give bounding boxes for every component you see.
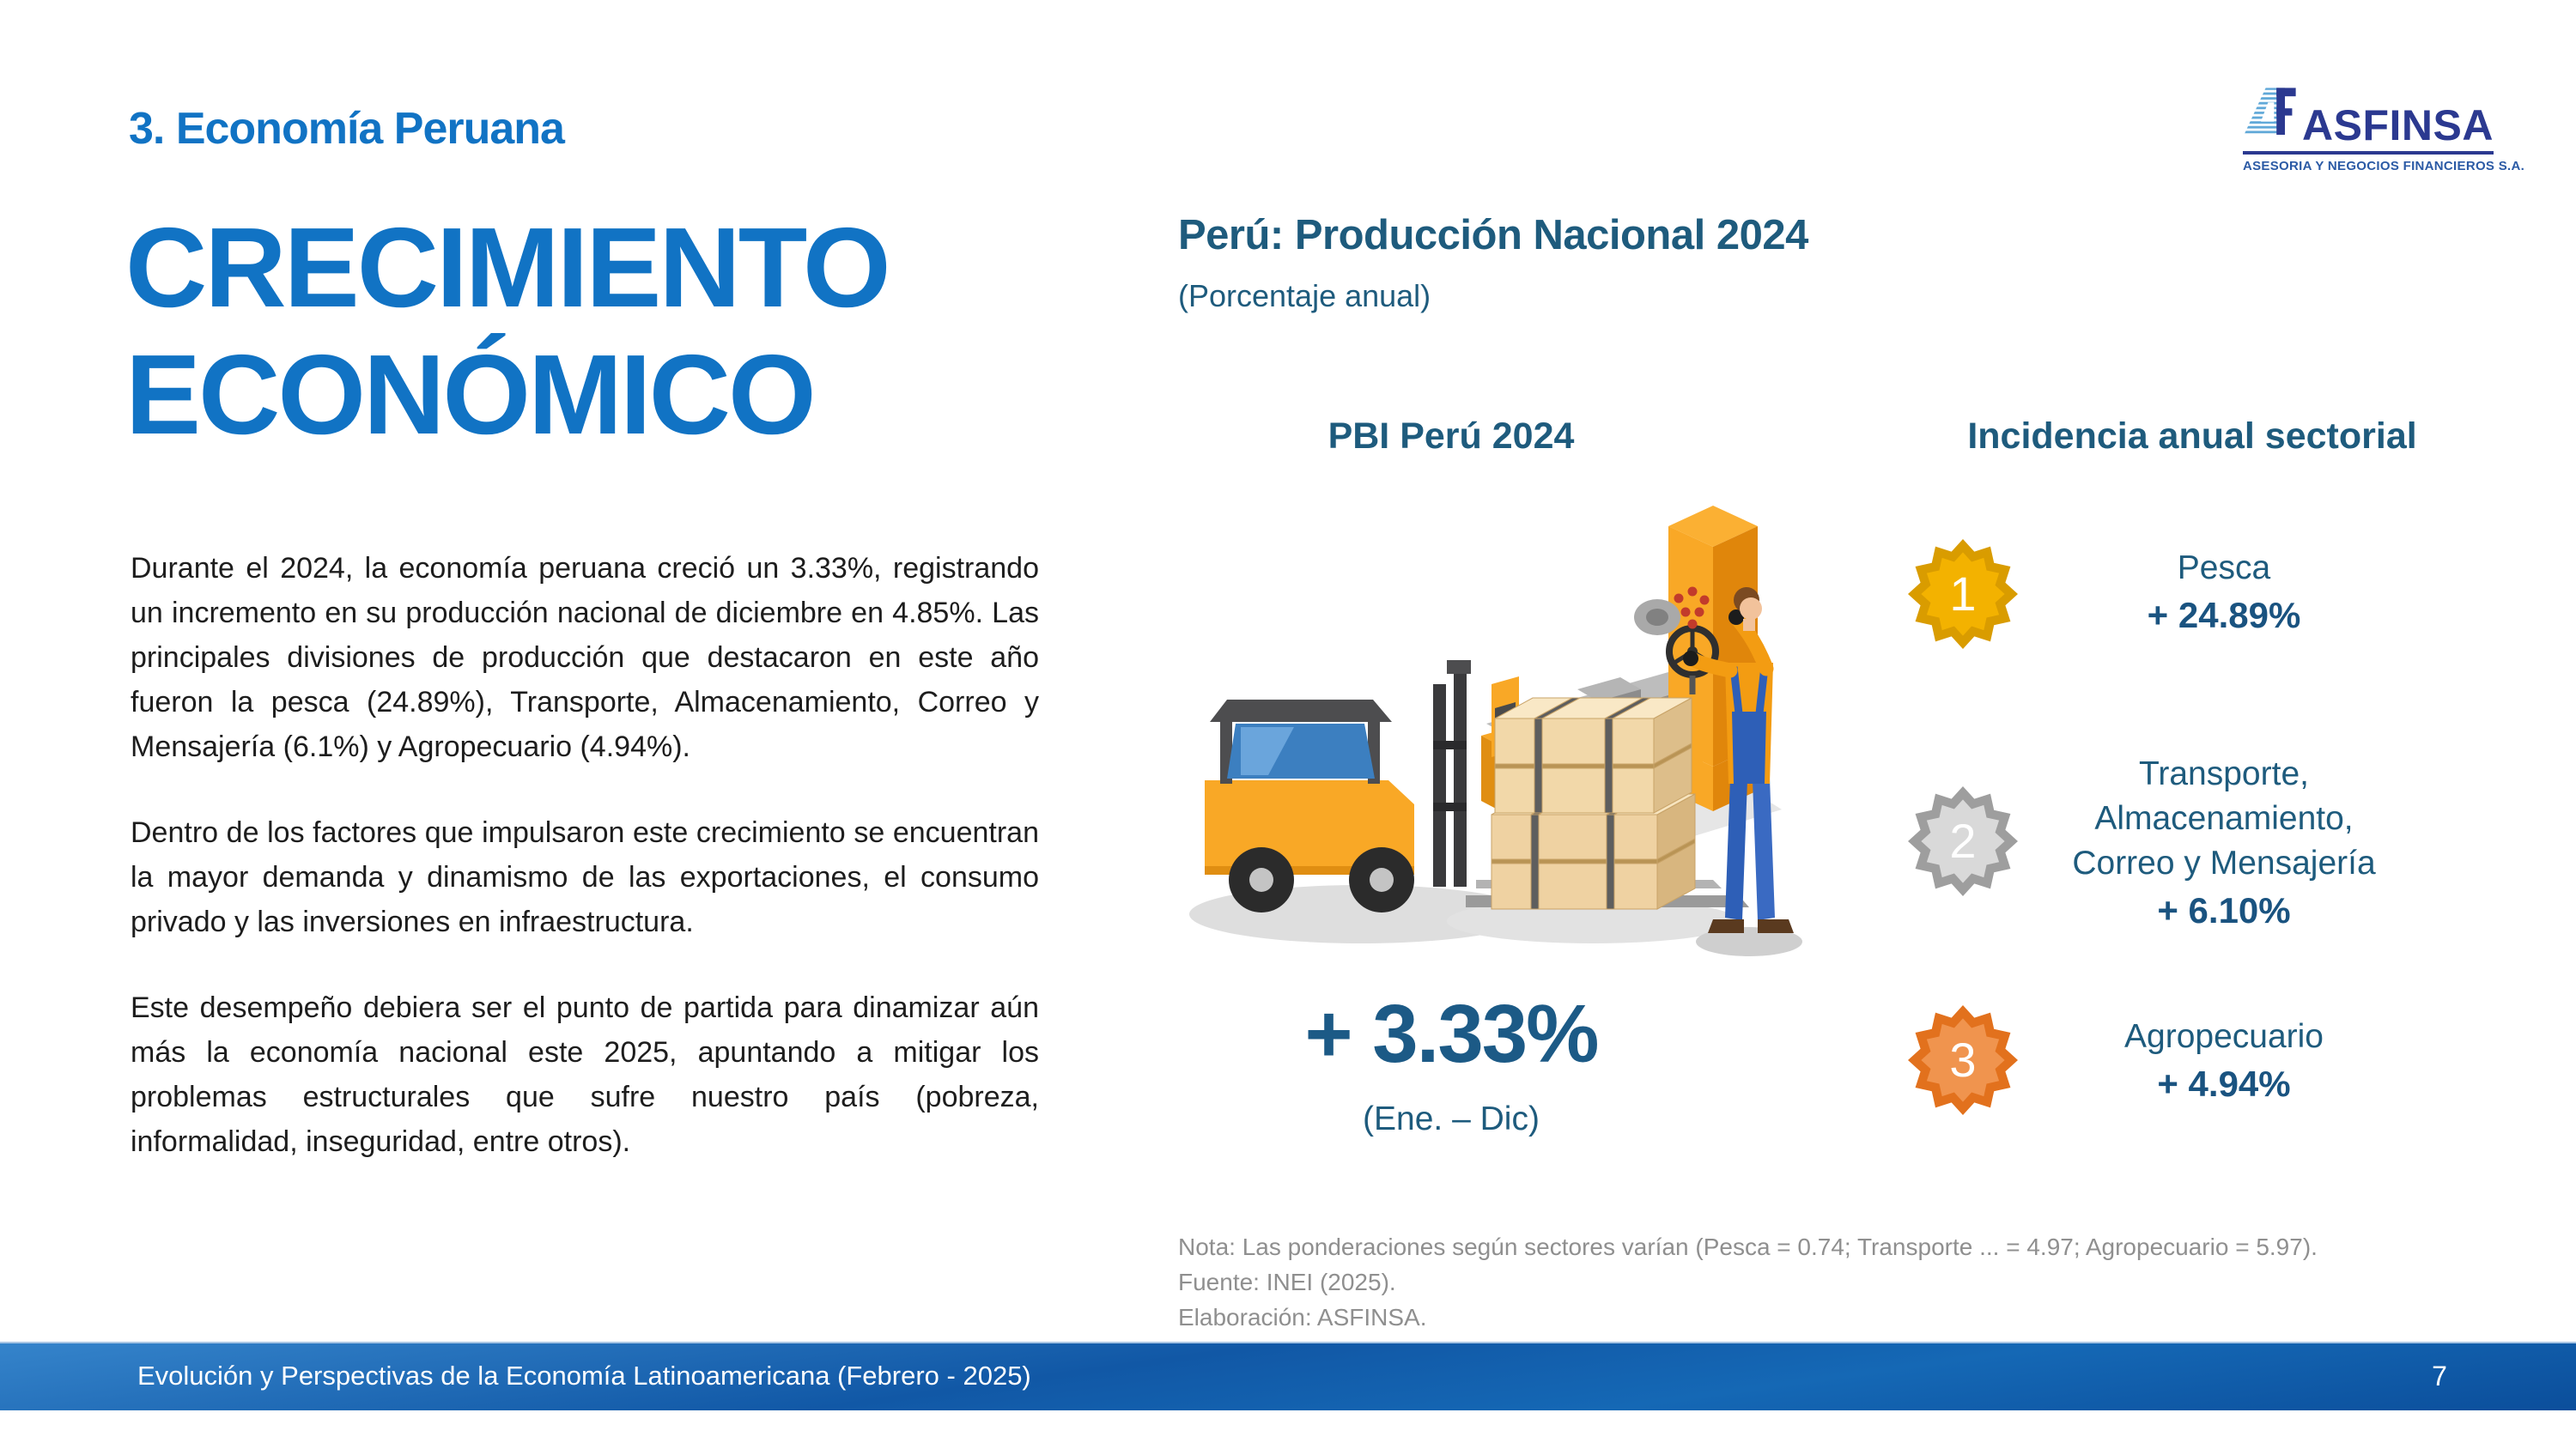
rank-badge-3-inner: 3 [1921,1018,2005,1102]
pbi-heading: PBI Perú 2024 [1327,415,1575,457]
sector-name: Agropecuario [2124,1018,2324,1055]
rank-number-2: 2 [1949,814,1977,869]
crate-stack [1491,697,1696,910]
paragraph-1: Durante el 2024, la economía peruana cre… [131,552,1039,763]
factory-illustration-svg [1189,506,1802,956]
sector-value: + 24.89% [2147,595,2301,635]
page-title-line2: ECONÓMICO [125,331,817,458]
page-title-line1: CRECIMIENTO [125,204,891,330]
footer-bar: Evolución y Perspectivas de la Economía … [0,1342,2576,1410]
sector-value: + 4.94% [2157,1064,2291,1104]
section-label: 3. Economía Peruana [129,104,565,154]
sector-incidence-heading: Incidencia anual sectorial [1967,415,2417,457]
note-line-3: Elaboración: ASFINSA. [1178,1304,1427,1331]
logo-name: ASFINSA [2302,100,2494,149]
rank-badge-1-inner: 1 [1921,552,2005,636]
rank-badge-3: 3 [1908,1005,2018,1115]
paragraph-2: Dentro de los factores que impulsaron es… [131,816,1039,938]
sector-name-line2: Almacenamiento, [2094,800,2354,837]
sector-row-agropecuario: Agropecuario + 4.94% [2018,1015,2430,1109]
panel-title: Perú: Producción Nacional 2024 [1178,212,1808,258]
pbi-growth-value: + 3.33% [1304,988,1600,1080]
sector-name-line3: Correo y Mensajería [2072,845,2376,882]
sector-value: + 6.10% [2157,890,2291,931]
rank-badge-1: 1 [1908,539,2018,649]
rank-number-3: 3 [1949,1033,1977,1088]
paragraph-3: Este desempeño debiera ser el punto de p… [131,991,1039,1158]
body-copy: Durante el 2024, la economía peruana cre… [131,546,1039,1205]
asfinsa-monogram-icon [2244,88,2296,136]
sector-name: Pesca [2177,549,2271,586]
panel-subtitle: (Porcentaje anual) [1178,278,1431,313]
worker-figure [1683,587,1794,933]
asfinsa-logo: ASFINSA ASESORIA Y NEGOCIOS FINANCIEROS … [2243,76,2525,173]
logo-row: ASFINSA [2243,76,2494,146]
sector-row-pesca: Pesca + 24.89% [2018,546,2430,640]
note-line-2: Fuente: INEI (2025). [1178,1269,1396,1295]
rank-number-1: 1 [1949,567,1977,621]
page-number: 7 [2432,1361,2447,1391]
logo-rule [2243,151,2494,155]
sector-name-line1: Transporte, [2139,755,2309,792]
factory-forklift-illustration [1189,474,1859,972]
logo-tagline: ASESORIA Y NEGOCIOS FINANCIEROS S.A. [2243,159,2525,173]
footnotes: Nota: Las ponderaciones según sectores v… [1178,1229,2318,1335]
note-line-1: Nota: Las ponderaciones según sectores v… [1178,1234,2318,1260]
page-title: CRECIMIENTO ECONÓMICO [125,204,891,458]
sector-row-transporte: Transporte, Almacenamiento, Correo y Men… [1992,752,2456,936]
pbi-period: (Ene. – Dic) [1363,1100,1540,1137]
footer-title: Evolución y Perspectivas de la Economía … [137,1361,1031,1391]
